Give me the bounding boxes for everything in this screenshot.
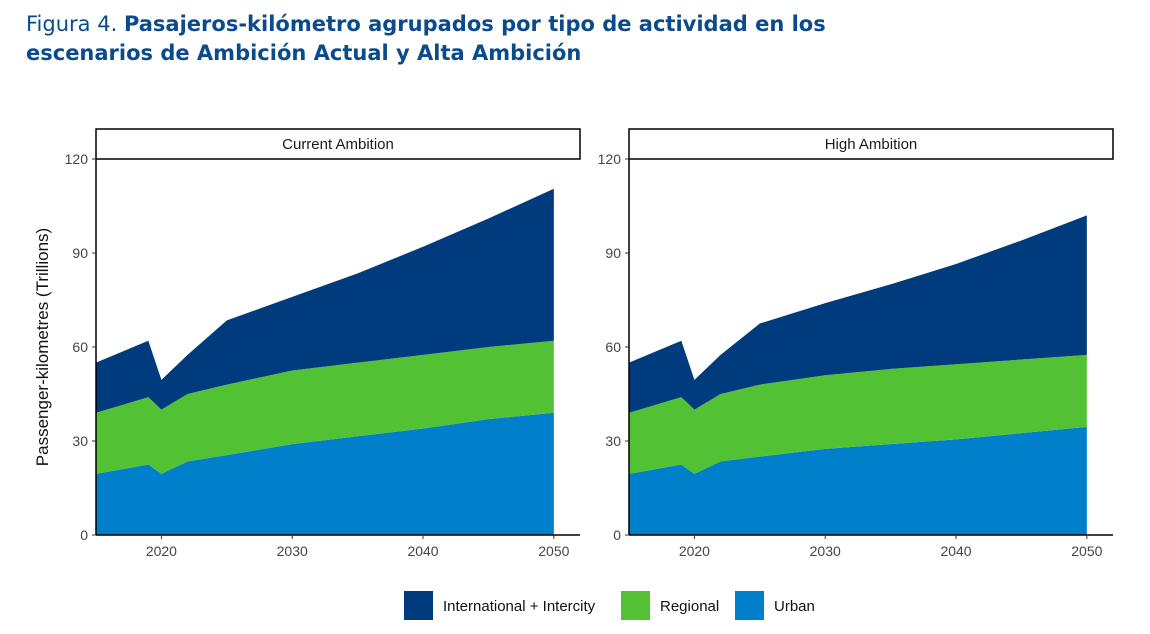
x-tick-label: 2040 bbox=[940, 543, 971, 559]
legend: International + Intercity Regional Urban bbox=[404, 591, 815, 620]
y-tick-label: 0 bbox=[80, 527, 88, 543]
y-tick-label: 90 bbox=[72, 245, 88, 261]
y-tick-label: 60 bbox=[72, 339, 88, 355]
legend-label: Regional bbox=[660, 598, 719, 615]
legend-swatch bbox=[404, 591, 433, 620]
facet-title: High Ambition bbox=[825, 136, 918, 153]
y-tick-label: 30 bbox=[72, 433, 88, 449]
area-regional bbox=[629, 354, 1087, 474]
legend-label: Urban bbox=[774, 598, 815, 615]
area-urban bbox=[96, 412, 554, 535]
x-tick-label: 2040 bbox=[407, 543, 438, 559]
figure-title-text: Pasajeros-kilómetro agrupados por tipo d… bbox=[26, 12, 826, 65]
area-urban bbox=[629, 426, 1087, 535]
area-international-intercity bbox=[96, 188, 554, 413]
panel-1: Current Ambition 0 30 60 90 120 2020 2030 2040 20… bbox=[33, 128, 581, 559]
facet-title: Current Ambition bbox=[282, 136, 394, 153]
x-tick-label: 2030 bbox=[810, 543, 841, 559]
x-tick-label: 2020 bbox=[146, 543, 177, 559]
y-tick-label: 0 bbox=[613, 527, 621, 543]
y-tick-label: 90 bbox=[605, 245, 621, 261]
y-tick-label: 120 bbox=[598, 151, 622, 167]
figure-title: Figura 4. Pasajeros-kilómetro agrupados … bbox=[26, 10, 926, 68]
area-regional bbox=[96, 340, 554, 474]
x-tick-label: 2050 bbox=[538, 543, 569, 559]
y-tick-label: 120 bbox=[65, 151, 89, 167]
legend-swatch bbox=[735, 591, 764, 620]
panel-2: High Ambition 0 30 60 90 120 2020 2030 2040 2050 bbox=[598, 128, 1114, 559]
facet-strip bbox=[95, 128, 581, 160]
figure-label: Figura 4. bbox=[26, 12, 118, 36]
area-international-intercity bbox=[629, 215, 1087, 413]
x-tick-label: 2030 bbox=[277, 543, 308, 559]
legend-item: Urban bbox=[735, 591, 815, 620]
y-tick-label: 30 bbox=[605, 433, 621, 449]
y-tick-label: 60 bbox=[605, 339, 621, 355]
x-tick-label: 2050 bbox=[1071, 543, 1102, 559]
legend-label: International + Intercity bbox=[443, 598, 596, 615]
legend-item: International + Intercity bbox=[404, 591, 596, 620]
legend-swatch bbox=[621, 591, 650, 620]
y-axis-label: Passenger-kilometres (Trillions) bbox=[33, 228, 52, 466]
legend-item: Regional bbox=[621, 591, 719, 620]
x-tick-label: 2020 bbox=[679, 543, 710, 559]
facet-strip bbox=[628, 128, 1114, 160]
